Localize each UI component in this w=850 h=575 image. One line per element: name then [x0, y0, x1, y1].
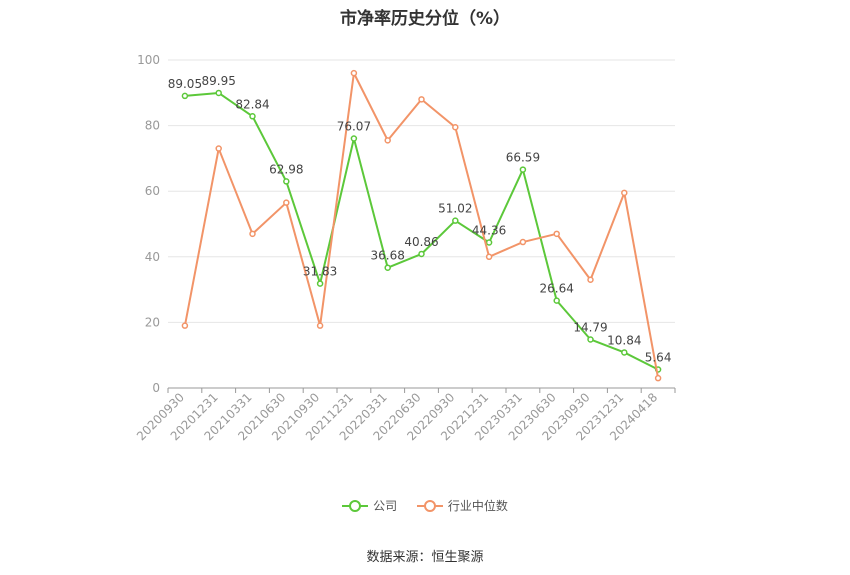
company-data-label: 31.83 [303, 265, 337, 279]
y-tick-label: 80 [145, 119, 160, 133]
company-data-label: 89.95 [202, 74, 236, 88]
company-data-label: 26.64 [540, 282, 574, 296]
legend-industry-swatch-icon [416, 499, 443, 513]
legend-item-industry-median[interactable]: 行业中位数 [416, 497, 508, 514]
company-data-label: 82.84 [235, 97, 269, 111]
industry-median-point [654, 374, 662, 382]
company-point [181, 92, 189, 100]
company-data-label: 44.36 [472, 223, 506, 237]
industry-median-point [452, 123, 459, 131]
company-data-label: 89.05 [168, 77, 202, 91]
company-data-label: 66.59 [506, 151, 540, 165]
company-point [215, 89, 222, 97]
company-data-label: 14.79 [573, 320, 607, 334]
company-point [316, 280, 324, 287]
industry-median-point [181, 322, 189, 329]
company-data-label: 40.86 [404, 235, 438, 249]
company-point [621, 349, 628, 356]
industry-median-point [350, 69, 358, 77]
industry-median-point [316, 322, 324, 329]
company-data-label: 36.68 [371, 249, 405, 263]
industry-median-point [384, 137, 391, 144]
industry-median-point [519, 238, 527, 246]
industry-median-point [283, 199, 290, 206]
industry-median-point [249, 230, 256, 238]
legend: 公司 行业中位数 [0, 497, 850, 516]
y-tick-label: 20 [145, 315, 160, 329]
legend-industry-label: 行业中位数 [447, 499, 508, 513]
company-data-label: 10.84 [607, 333, 641, 347]
data-source: 数据来源：恒生聚源 [366, 550, 484, 565]
y-tick-label: 40 [145, 250, 160, 264]
industry-median-point [587, 276, 594, 284]
company-point [553, 297, 560, 304]
company-data-label: 76.07 [337, 119, 371, 133]
company-point [283, 178, 290, 185]
company-point [587, 336, 594, 343]
legend-company-label: 公司 [373, 499, 398, 513]
y-tick-label: 100 [137, 53, 160, 67]
y-tick-label: 0 [152, 381, 160, 395]
company-point [485, 239, 493, 246]
company-data-label: 5.64 [645, 351, 672, 365]
industry-median-point [418, 96, 425, 103]
legend-item-company[interactable]: 公司 [342, 497, 397, 514]
company-data-label: 62.98 [269, 162, 303, 176]
y-tick-label: 60 [145, 184, 160, 198]
industry-median-point [553, 230, 560, 238]
company-data-label: 51.02 [438, 202, 472, 216]
company-point [519, 166, 527, 173]
industry-median-point [485, 253, 493, 261]
company-point [384, 264, 391, 271]
data-labels: 89.05 89.95 82.84 62.98 31.83 76.07 36.6840.86… [168, 74, 672, 365]
series-lines [181, 69, 662, 382]
industry-median-point [215, 145, 222, 152]
company-point [350, 135, 358, 142]
industry-median-point [621, 189, 628, 197]
company-point [418, 250, 425, 258]
chart-title: 市净率历史分位（%） [339, 9, 511, 29]
legend-company-swatch-icon [342, 499, 369, 513]
company-point [249, 113, 256, 120]
company-point [452, 217, 459, 224]
